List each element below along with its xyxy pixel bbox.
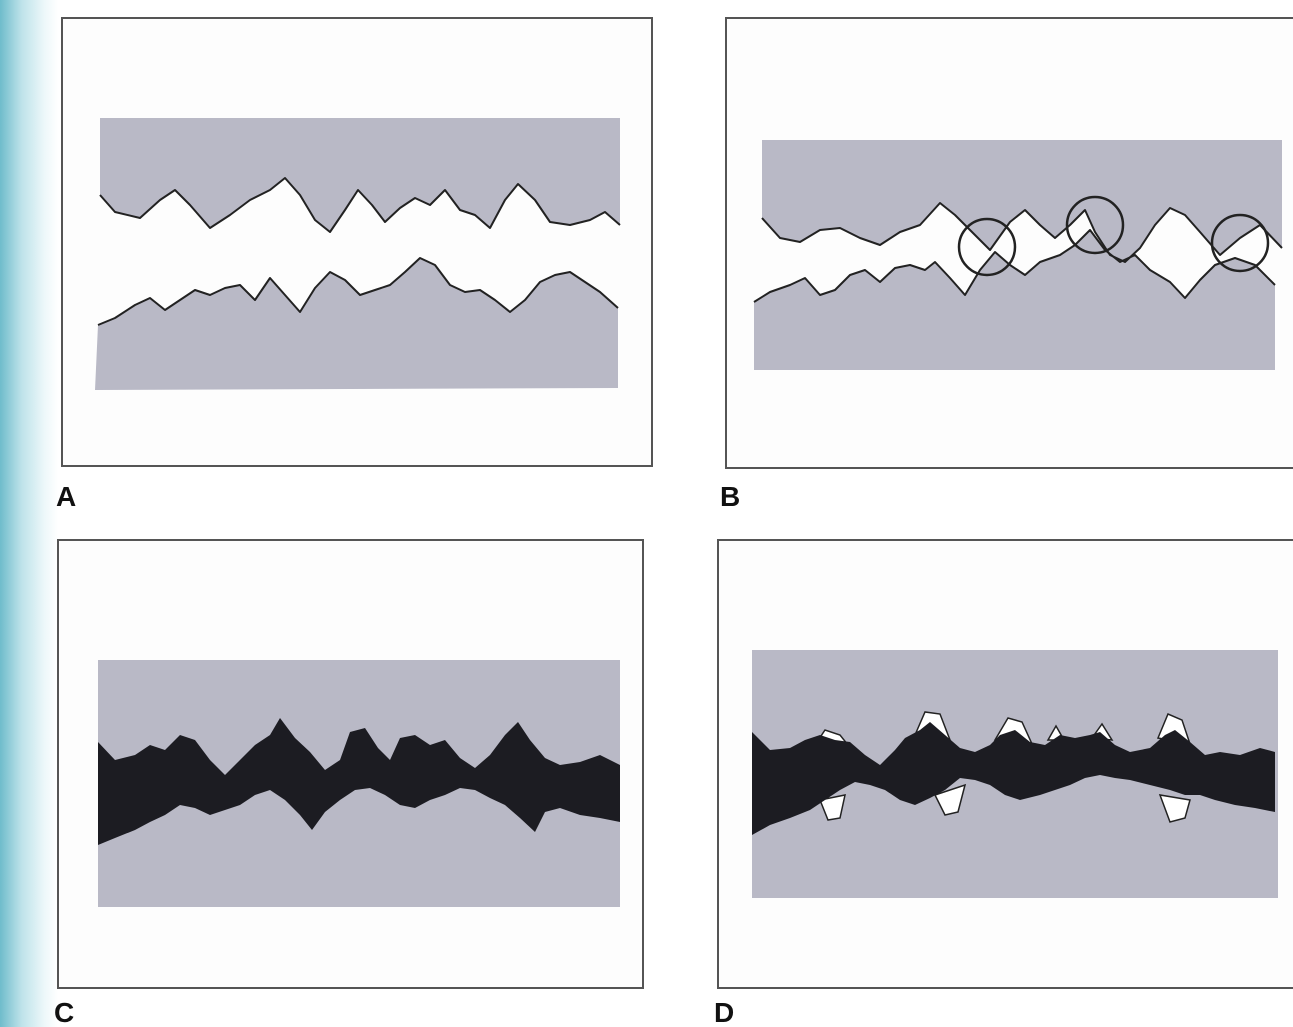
panel-c: C [54, 539, 644, 1027]
contact-band [752, 722, 1275, 835]
contact-band [98, 718, 620, 845]
panel-b: B [720, 17, 1293, 512]
lower-surface [95, 258, 618, 390]
upper-profile [99, 177, 621, 233]
panel-label: C [54, 997, 74, 1027]
frame [61, 17, 653, 467]
lower-profile [753, 229, 1276, 303]
panel-a: A [56, 17, 653, 512]
contact-circle [957, 217, 1017, 277]
upper-surface [762, 140, 1282, 262]
panel-label: D [714, 997, 734, 1027]
upper-profile [761, 202, 1283, 263]
panel-label: B [720, 481, 740, 512]
upper-surface [100, 118, 620, 232]
frame [725, 17, 1293, 469]
lower-profile [97, 257, 619, 326]
panel-label: A [56, 481, 76, 512]
asperity-tip [933, 783, 967, 816]
asperity-tip [1158, 794, 1191, 823]
contact-circle [1065, 195, 1125, 255]
asperity-tip [818, 794, 846, 821]
contact-circle [1210, 213, 1270, 273]
panel-d: D [714, 539, 1293, 1027]
